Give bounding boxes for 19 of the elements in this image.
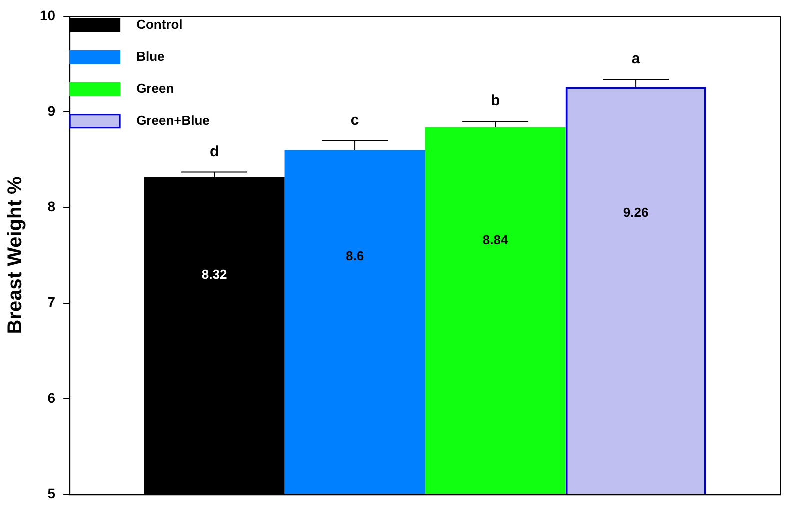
data-label: 8.6 — [346, 248, 364, 264]
y-tick-label: 9 — [48, 102, 56, 119]
data-label: 8.84 — [482, 232, 509, 248]
legend-label: Green — [136, 80, 174, 96]
data-label: 8.32 — [202, 266, 228, 282]
legend-label: Green+Blue — [136, 112, 210, 128]
annotation: c — [350, 112, 360, 129]
legend-label: Blue — [136, 48, 165, 64]
y-tick-label: 8 — [48, 198, 56, 215]
y-tick-label: 10 — [40, 7, 56, 24]
y-tick-label: 5 — [48, 485, 56, 502]
y-tick-label: 7 — [48, 294, 56, 310]
data-label: 9.26 — [623, 204, 649, 220]
y-tick-label: 6 — [48, 390, 56, 406]
y-axis-title: Breast Weight % — [4, 176, 27, 334]
annotation: b — [490, 92, 500, 110]
legend-label: Control — [136, 16, 183, 32]
annotation: d — [210, 143, 220, 160]
annotation: a — [632, 50, 641, 68]
